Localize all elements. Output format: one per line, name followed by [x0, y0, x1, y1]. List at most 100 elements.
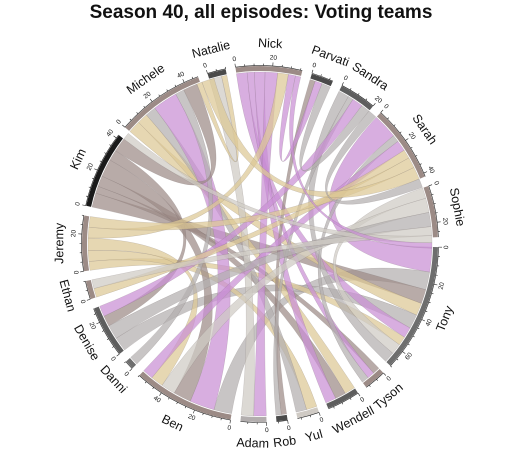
sector-tick-ben [176, 402, 178, 405]
sector-tony [386, 247, 438, 366]
sector-axis-danni [125, 361, 133, 369]
tick-label-michele: 40 [176, 70, 186, 80]
sector-axis-sophie [428, 185, 439, 238]
sector-tick-parvati [329, 77, 331, 80]
sector-tick-tony [390, 365, 393, 368]
tick-label-tyson: 0 [385, 375, 393, 383]
chord-link-adam-nick [253, 71, 278, 417]
sector-tick-tony [402, 351, 406, 354]
sector-axis-ben [139, 375, 231, 421]
chord-link-yul-michele [146, 107, 307, 413]
sector-tick-tony [431, 292, 434, 295]
sector-tick-yul [318, 412, 321, 416]
sector-tick-tyson [369, 384, 371, 387]
sector-tick-ben [144, 381, 147, 384]
sector-tick-kim [113, 135, 117, 139]
chord-link-tony-michele [129, 121, 422, 316]
sector-axis-kim [85, 134, 119, 206]
sector-tick-tony [433, 283, 438, 286]
tick-label-sarah: 20 [407, 131, 417, 141]
sector-tick-sarah [405, 138, 409, 141]
chord-link-denise-sophie [108, 212, 432, 339]
sector-adam [240, 415, 267, 422]
sector-tick-ben [184, 406, 187, 409]
sector-tick-ben [159, 392, 162, 396]
sector-tick-michele [129, 118, 132, 121]
tick-label-nick: 20 [269, 54, 277, 62]
tick-label-parvati: 0 [311, 62, 317, 70]
sector-tick-wendell [333, 406, 335, 409]
sector-tick-sandra [365, 98, 368, 101]
sector-tick-tony [412, 335, 415, 338]
sector-tick-sophie [431, 193, 434, 196]
sector-tick-danni [129, 368, 133, 372]
sector-tick-sarah [415, 155, 418, 157]
sector-tick-kim [104, 152, 107, 154]
chord-link-michele-sarah [201, 78, 420, 198]
sector-tick-ben [152, 387, 154, 390]
sector-tick-parvati [320, 74, 322, 77]
tick-label-sarah: 40 [426, 165, 435, 175]
sector-nick [235, 66, 303, 76]
chord-link-michele-natalie [196, 74, 239, 163]
tick-label-sophie: 20 [441, 217, 449, 225]
sector-tick-denise [102, 330, 105, 332]
tick-label-danni: 0 [122, 371, 130, 379]
sector-tick-wendell [349, 397, 352, 400]
tick-label-kim: 0 [74, 201, 82, 206]
sector-ben [139, 371, 232, 420]
sector-tick-sarah [380, 109, 384, 113]
sector-tick-ben [211, 415, 213, 418]
tick-label-kim: 20 [86, 162, 96, 172]
sector-axis-yul [297, 412, 320, 419]
tick-label-sophie: 0 [432, 180, 440, 186]
sector-sarah [376, 112, 425, 179]
sector-axis-natalie [207, 68, 226, 74]
sector-label-denise: Denise [71, 322, 102, 363]
sector-tick-ben [229, 419, 231, 424]
tick-label-tony: 60 [404, 351, 414, 361]
sector-tick-michele [191, 76, 194, 79]
sector-tick-michele [122, 124, 126, 128]
sector-axis-denise [93, 308, 120, 355]
tick-label-wendell: 0 [359, 396, 366, 404]
tick-label-kim: 40 [105, 128, 115, 138]
tick-label-michele: 20 [143, 90, 153, 100]
sector-tick-yul [309, 415, 311, 418]
sector-tick-sarah [423, 171, 428, 174]
sector-tick-natalie [206, 69, 208, 74]
tick-label-ben: 20 [187, 413, 197, 422]
chord-link-rob-sandra [273, 96, 354, 416]
sector-tick-jeremy [80, 271, 84, 273]
sector-tick-kim [109, 144, 112, 146]
sector-denise [94, 306, 124, 354]
tick-label-sandra: 20 [373, 95, 383, 105]
tick-label-tony: 0 [443, 245, 450, 249]
sector-tick-ethan [86, 298, 91, 301]
sector-parvati [310, 73, 333, 87]
sector-tick-michele [143, 105, 146, 108]
sector-label-wendell: Wendell [330, 403, 376, 436]
sector-tick-sarah [399, 131, 402, 134]
sector-axis-sarah [380, 112, 426, 177]
sector-tick-ben [137, 375, 140, 378]
sector-tick-tony [421, 319, 426, 322]
chord-link-wendell-michele [138, 114, 355, 394]
sector-tick-kim [82, 204, 86, 206]
sector-tick-michele [182, 79, 185, 83]
tick-label-tony: 20 [438, 281, 447, 290]
sector-label-nick: Nick [258, 36, 284, 51]
sector-tick-michele [136, 112, 139, 114]
sector-label-danni: Danni [97, 363, 129, 396]
chord-link-ben-sarah [143, 141, 405, 379]
tick-label-rob: 0 [287, 425, 292, 433]
sector-label-sarah: Sarah [409, 112, 440, 147]
sector-tick-denise [106, 338, 109, 340]
sector-tick-sandra [341, 82, 344, 86]
sector-tick-parvati [311, 69, 314, 74]
sector-wendell [326, 388, 358, 409]
tick-label-denise: 0 [109, 355, 117, 362]
sector-kim [86, 135, 124, 207]
sector-natalie [207, 69, 227, 79]
